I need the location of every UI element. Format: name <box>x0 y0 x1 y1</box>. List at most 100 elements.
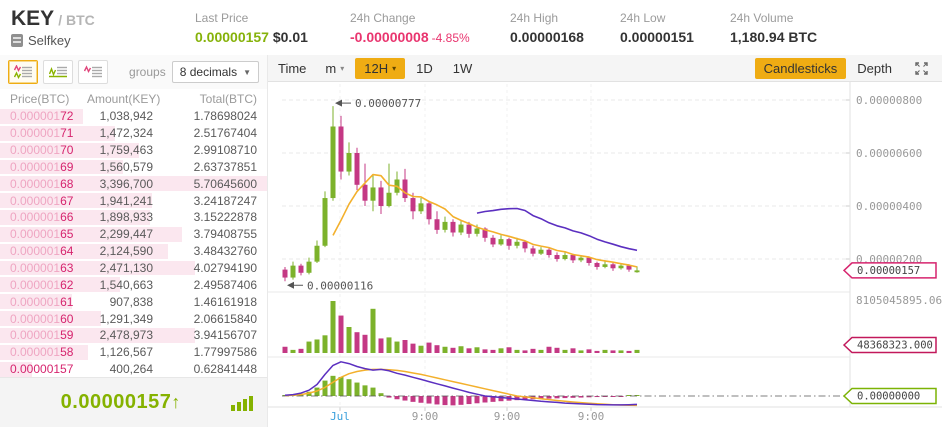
ask-amount: 2,478,973 <box>99 328 153 343</box>
ask-price: 0.00000172 <box>10 109 74 124</box>
orderbook-row[interactable]: 0.00000167 1,941,241 3.24187247 <box>0 192 267 209</box>
ask-price: 0.00000158 <box>10 345 74 360</box>
book-view-bids-button[interactable] <box>43 60 73 84</box>
ask-total: 1.46161918 <box>193 294 257 309</box>
ask-price: 0.00000159 <box>10 328 74 343</box>
volume-value: 1,180.94 BTC <box>730 28 818 45</box>
orderbook-row[interactable]: 0.00000161 907,838 1.46161918 <box>0 293 267 310</box>
ask-price: 0.00000166 <box>10 210 74 225</box>
orderbook-row[interactable]: 0.00000172 1,038,942 1.78698024 <box>0 108 267 125</box>
svg-text:0.00000800: 0.00000800 <box>856 94 922 107</box>
ask-amount: 1,898,933 <box>99 210 153 225</box>
market-stats: Last Price 0.00000157 $0.01 24h Change -… <box>195 11 817 45</box>
orderbook-row[interactable]: 0.00000163 2,471,130 4.02794190 <box>0 260 267 277</box>
order-book-columns: Price(BTC) Amount(KEY) Total(BTC) <box>10 91 257 106</box>
book-view-asks-button[interactable] <box>78 60 108 84</box>
market-header: KEY / BTC Selfkey Last Price 0.00000157 $… <box>0 0 942 55</box>
low-value: 0.00000151 <box>620 28 694 45</box>
orderbook-row[interactable]: 0.00000166 1,898,933 3.15222878 <box>0 209 267 226</box>
price-tags-layer: 0.00000157 48368323.000 0.00000000 <box>842 262 937 405</box>
orderbook-row[interactable]: 0.00000162 1,540,663 2.49587406 <box>0 276 267 293</box>
ask-total: 1.77997586 <box>193 345 257 360</box>
svg-text:48368323.000: 48368323.000 <box>857 340 933 352</box>
depth-bar <box>0 277 121 293</box>
orderbook-row[interactable]: 0.00000159 2,478,973 3.94156707 <box>0 327 267 344</box>
interval-1d-button[interactable]: 1D <box>407 58 442 79</box>
interval-12h-button[interactable]: 12H ▾ <box>355 57 406 79</box>
svg-text:0.00000777: 0.00000777 <box>355 97 421 110</box>
change-value: -0.00000008 <box>350 28 429 45</box>
chart-canvas[interactable]: Jul 9:00 9:00 9:00 0.00000800 0.00000600 0.000… <box>268 82 942 427</box>
ask-amount: 1,759,463 <box>99 143 153 158</box>
svg-text:0.00000400: 0.00000400 <box>856 200 922 213</box>
ask-amount: 2,299,447 <box>99 227 153 242</box>
depth-bar <box>0 142 139 158</box>
axes-layer: Jul 9:00 9:00 9:00 0.00000800 0.00000600 0.000… <box>268 82 942 423</box>
svg-text:8105045895.06: 8105045895.06 <box>856 294 942 307</box>
high-value: 0.00000168 <box>510 28 584 45</box>
stat-last-price: Last Price 0.00000157 $0.01 <box>195 10 308 45</box>
orderbook-row[interactable]: 0.00000164 2,124,590 3.48432760 <box>0 243 267 260</box>
book-view-both-button[interactable] <box>8 60 38 84</box>
ask-price: 0.00000161 <box>10 294 74 309</box>
chevron-down-icon: ▾ <box>340 63 345 73</box>
moving-averages-layer <box>332 173 638 268</box>
interval-minutes-button[interactable]: m ▾ <box>316 58 353 79</box>
ask-total: 3.94156707 <box>193 328 257 343</box>
ask-price: 0.00000167 <box>10 193 74 208</box>
ask-price: 0.00000165 <box>10 227 74 242</box>
quote-symbol: / BTC <box>58 11 95 28</box>
orderbook-row[interactable]: 0.00000169 1,560,579 2.63737851 <box>0 159 267 176</box>
ask-total: 2.63737851 <box>193 159 257 174</box>
ask-total: 2.49587406 <box>193 277 257 292</box>
ask-amount: 1,038,942 <box>99 109 153 124</box>
svg-text:9:00: 9:00 <box>578 410 605 423</box>
ask-price: 0.00000170 <box>10 143 74 158</box>
ask-price: 0.00000163 <box>10 261 74 276</box>
orderbook-row[interactable]: 0.00000170 1,759,463 2.99108710 <box>0 142 267 159</box>
ask-total: 1.78698024 <box>193 109 257 124</box>
depth-bar <box>0 125 115 141</box>
fullscreen-button[interactable] <box>911 60 932 77</box>
pair-title: KEY / BTC <box>11 6 195 31</box>
stat-24h-high: 24h High 0.00000168 <box>510 11 620 45</box>
ask-total: 2.06615840 <box>193 311 257 326</box>
chevron-down-icon: ▾ <box>392 63 397 73</box>
chart-panel: Time m ▾ 12H ▾ 1D 1W Candlesticks Depth Ju… <box>268 55 942 427</box>
orderbook-row[interactable]: 0.00000158 1,126,567 1.77997586 <box>0 344 267 361</box>
orderbook-row[interactable]: 0.00000165 2,299,447 3.79408755 <box>0 226 267 243</box>
depth-bar <box>0 260 195 276</box>
book-asks-icon <box>83 65 102 78</box>
time-label: Time <box>278 60 307 76</box>
depth-bar <box>0 243 169 259</box>
orderbook-row[interactable]: 0.00000168 3,396,700 5.70645600 <box>0 175 267 192</box>
ask-amount: 3,396,700 <box>99 176 153 191</box>
svg-text:0.00000157: 0.00000157 <box>857 265 920 277</box>
orderbook-row[interactable]: 0.00000160 1,291,349 2.06615840 <box>0 310 267 327</box>
decimals-select[interactable]: 8 decimals ▼ <box>171 61 259 83</box>
base-symbol: KEY <box>11 6 55 30</box>
stat-24h-low: 24h Low 0.00000151 <box>620 11 730 45</box>
order-book-panel: groups 8 decimals ▼ Price(BTC) Amount(KE… <box>0 55 268 427</box>
book-bids-icon <box>48 66 67 78</box>
svg-text:9:00: 9:00 <box>412 410 439 423</box>
orderbook-row[interactable]: 0.00000171 1,472,324 2.51767404 <box>0 125 267 142</box>
ask-total: 5.70645600 <box>193 176 257 191</box>
ask-total: 2.51767404 <box>193 126 257 141</box>
ask-price: 0.00000162 <box>10 277 74 292</box>
ask-total: 3.15222878 <box>193 210 257 225</box>
candlesticks-tab[interactable]: Candlesticks <box>754 57 847 79</box>
interval-1w-button[interactable]: 1W <box>444 58 482 79</box>
order-book-footer: 0.00000157↑ <box>0 377 267 427</box>
candles-layer <box>282 106 640 282</box>
orderbook-row[interactable]: 0.00000157 400,264 0.62841448 <box>0 361 267 377</box>
ask-amount: 2,124,590 <box>99 244 153 259</box>
order-book-rows: 0.00000172 1,038,942 1.78698024 0.00000171 1… <box>0 108 267 377</box>
ask-amount: 1,941,241 <box>99 193 153 208</box>
depth-tab[interactable]: Depth <box>848 58 901 79</box>
depth-bars-icon[interactable] <box>229 394 255 411</box>
ask-price: 0.00000168 <box>10 176 74 191</box>
ask-price: 0.00000157 <box>10 362 74 377</box>
depth-bar <box>0 159 123 175</box>
macd-layer <box>282 361 846 407</box>
